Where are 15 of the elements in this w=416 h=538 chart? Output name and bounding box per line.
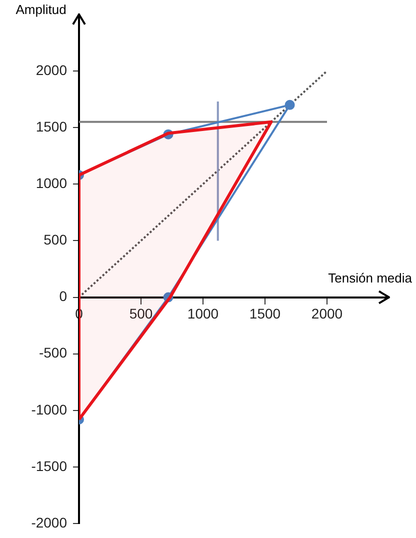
y-tick-label: 500 bbox=[44, 232, 68, 248]
x-tick-label: 500 bbox=[129, 306, 153, 322]
y-axis-title: Amplitud bbox=[16, 2, 66, 18]
x-tick-label: 1000 bbox=[187, 306, 219, 322]
x-tick-label: 2000 bbox=[311, 306, 343, 322]
y-tick-label: -1000 bbox=[31, 401, 68, 418]
y-tick-label: -500 bbox=[38, 344, 68, 361]
y-tick-label: 0 bbox=[59, 288, 68, 304]
x-axis-title: Tensión media bbox=[328, 270, 413, 286]
y-tick-label: 1000 bbox=[36, 174, 68, 191]
y-tick-label: 2000 bbox=[36, 62, 68, 78]
y-tick-label: -1500 bbox=[31, 458, 68, 474]
y-tick-label: -2000 bbox=[31, 514, 68, 530]
x-tick-label: 1500 bbox=[249, 306, 281, 322]
y-tick-label: 1500 bbox=[36, 118, 68, 134]
